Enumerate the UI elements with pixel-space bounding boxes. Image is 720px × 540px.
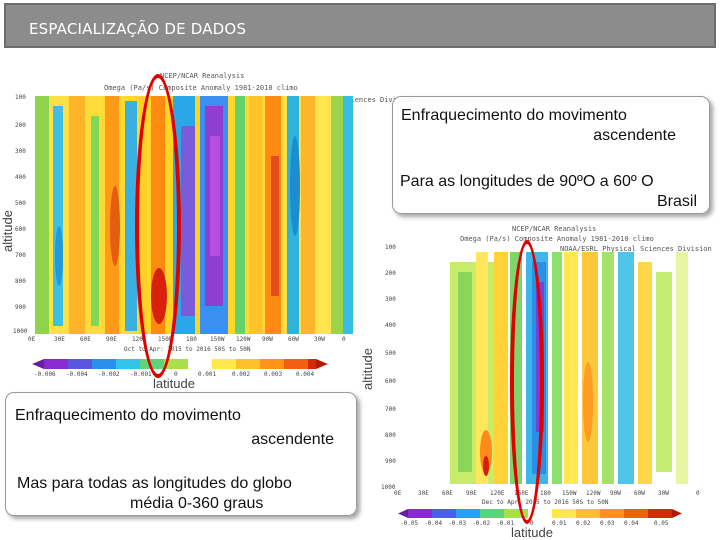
plot1-xtick: 150W — [210, 336, 225, 343]
plot1-xtick: 30E — [54, 336, 65, 343]
plot2-xtick: 120E — [490, 490, 505, 497]
plot1-xtick: 120E — [132, 336, 147, 343]
plot1-ytick: 1000 — [13, 328, 28, 335]
plot2-xtick: 0 — [696, 490, 700, 497]
plot2-title-line-1: NCEP/NCAR Reanalysis — [512, 225, 597, 233]
plot1-xtick: 90W — [262, 336, 273, 343]
callout-top-line-4: Brasil — [656, 193, 697, 210]
plot2-title-line-3: NOAA/ESRL Physical Sciences Division — [560, 245, 712, 253]
plot2-colorbar-tick: -0.03 — [448, 520, 467, 527]
plot2-ytick: 700 — [385, 406, 396, 413]
highlight-oval-plot2 — [510, 240, 544, 524]
plot2-ytick: 600 — [385, 378, 396, 385]
plot1-ytick: 300 — [15, 148, 26, 155]
plot1-colorbar-tick: -0.002 — [98, 371, 120, 378]
plot1-xtick: 60E — [80, 336, 91, 343]
plot2-heatmap — [402, 252, 704, 488]
plot1-title-line-1: NCEP/NCAR Reanalysis — [160, 72, 245, 80]
plot1-xtick: 60W — [288, 336, 299, 343]
plot1-x-caption: Oct to Apr: 2015 to 2016 50S to 50N — [124, 346, 251, 353]
plot2-xtick: 0E — [394, 490, 402, 497]
plot1-xtick: 180 — [186, 336, 197, 343]
plot2-colorbar-tick: -0.05 — [400, 520, 419, 527]
plot2-colorbar-tick: 0.02 — [576, 520, 591, 527]
plot2-xtick: 150W — [562, 490, 577, 497]
plot2-colorbar-tick: 0 — [530, 520, 534, 527]
plot1-xtick: 90E — [106, 336, 117, 343]
callout-top-line-1: Enfraquecimento do movimento — [401, 107, 627, 124]
callout-bottom-line-3: Mas para todas as longitudes do globo — [17, 475, 292, 492]
plot1-ytick: 900 — [15, 304, 26, 311]
plot2-xtick: 60W — [634, 490, 645, 497]
plot1-ytick: 600 — [15, 226, 26, 233]
callout-top-line-3: Para as longitudes de 90ºO a 60º O — [400, 173, 654, 190]
plot1-colorbar-tick: -0.001 — [130, 371, 152, 378]
plot2-x-caption: Dec to Apr: 2015 to 2016 50S to 50N — [482, 499, 609, 506]
plot2-ytick: 900 — [385, 458, 396, 465]
plot1-heatmap — [35, 96, 353, 334]
plot2-ytick: 100 — [385, 244, 396, 251]
callout-top-line-2: ascendente — [593, 127, 676, 144]
plot1-ytick: 400 — [15, 174, 26, 181]
plot2-xtick: 120W — [586, 490, 601, 497]
callout-bottom: Enfraquecimento do movimento ascendente … — [5, 392, 357, 516]
slide-title: ESPACIALIZAÇÃO DE DADOS — [29, 20, 247, 38]
plot1-xtick: 0E — [28, 336, 36, 343]
plot2-ylabel: altitude — [360, 348, 375, 390]
plot1-colorbar-tick: 0.001 — [198, 371, 217, 378]
plot2-xlabel: latitude — [511, 525, 553, 540]
plot2-ytick: 500 — [385, 350, 396, 357]
callout-bottom-line-2: ascendente — [251, 431, 334, 448]
plot1-ytick: 800 — [15, 278, 26, 285]
plot2-ytick: 300 — [385, 296, 396, 303]
plot1-xtick: 30W — [314, 336, 325, 343]
highlight-oval-plot1 — [135, 74, 181, 378]
callout-bottom-line-1: Enfraquecimento do movimento — [15, 407, 241, 424]
plot1-colorbar-tick: 0 — [174, 371, 178, 378]
plot1-ytick: 200 — [15, 122, 26, 129]
plot2-xtick: 30W — [658, 490, 669, 497]
plot2-colorbar-tick: -0.02 — [472, 520, 491, 527]
plot2-xtick: 90E — [466, 490, 477, 497]
plot2-ytick: 1000 — [381, 484, 396, 491]
plot2-colorbar-tick: 0.04 — [624, 520, 639, 527]
plot2-ytick: 800 — [385, 432, 396, 439]
plot2-colorbar-tick: 0.03 — [600, 520, 615, 527]
plot2-colorbar — [398, 509, 682, 518]
plot1-ylabel: altitude — [0, 210, 15, 252]
plot1-colorbar-tick: -0.006 — [34, 371, 56, 378]
plot1-xlabel: latitude — [153, 376, 195, 391]
plot2-title-line-2: Omega (Pa/s) Composite Anomaly 1981-2010… — [460, 235, 654, 243]
plot1-xtick: 0 — [342, 336, 346, 343]
plot1-colorbar-tick: 0.003 — [264, 371, 283, 378]
plot1-colorbar — [32, 359, 328, 369]
plot1-xtick: 120W — [236, 336, 251, 343]
plot2-xtick: 180 — [540, 490, 551, 497]
slide-header: ESPACIALIZAÇÃO DE DADOS — [0, 0, 720, 52]
plot1-ytick: 100 — [15, 94, 26, 101]
plot1-ytick: 700 — [15, 252, 26, 259]
plot1-colorbar-tick: 0.002 — [232, 371, 251, 378]
plot2-xtick: 30E — [418, 490, 429, 497]
plot1-colorbar-tick: 0.004 — [296, 371, 315, 378]
plot1-colorbar-tick: -0.004 — [66, 371, 88, 378]
callout-top: Enfraquecimento do movimento ascendente … — [392, 96, 710, 214]
plot1-ytick: 500 — [15, 200, 26, 207]
callout-bottom-line-4: média 0-360 graus — [130, 495, 264, 512]
plot2-xtick: 60E — [442, 490, 453, 497]
plot2-colorbar-tick: -0.01 — [496, 520, 515, 527]
plot2-colorbar-tick: 0.01 — [552, 520, 567, 527]
plot2-ytick: 400 — [385, 322, 396, 329]
header-bar: ESPACIALIZAÇÃO DE DADOS — [4, 3, 716, 48]
plot2-xtick: 90W — [610, 490, 621, 497]
plot2-colorbar-tick: -0.04 — [424, 520, 443, 527]
plot2-colorbar-tick: 0.05 — [654, 520, 669, 527]
plot2-ytick: 200 — [385, 270, 396, 277]
plot1-title-line-2: Omega (Pa/s) Composite Anomaly 1981-2010… — [104, 84, 298, 92]
